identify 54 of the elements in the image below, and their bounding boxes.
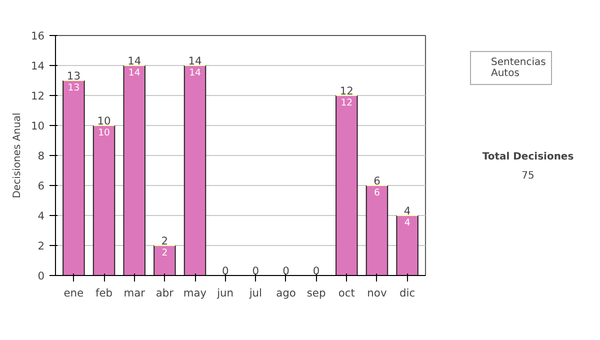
y-tick-label: 6	[38, 180, 45, 192]
total-label: 0	[312, 264, 320, 278]
total-label: 6	[374, 174, 381, 188]
y-tick-label: 16	[30, 30, 45, 42]
x-tick-label: nov	[367, 286, 387, 300]
x-tick-label: oct	[338, 286, 355, 300]
bar	[396, 215, 418, 276]
bar	[92, 125, 116, 276]
x-tick-label: ene	[64, 286, 84, 300]
text: 75	[522, 170, 534, 182]
x-tick-label: may	[183, 286, 207, 300]
y-tick-label: 8	[38, 150, 45, 162]
data-label: 2	[162, 248, 168, 258]
text: Sentencias	[491, 57, 546, 68]
text: Autos	[491, 68, 520, 79]
bar	[336, 95, 358, 276]
x-tick-label: jul	[248, 286, 262, 300]
data-label: 4	[404, 218, 410, 228]
total-label: 10	[97, 114, 112, 128]
text: Total Decisiones	[482, 152, 574, 163]
bar	[123, 65, 146, 276]
total-label: 13	[66, 70, 80, 82]
x-tick-label: feb	[95, 286, 113, 300]
x-tick-label: sep	[306, 286, 326, 300]
y-tick-label: 10	[30, 120, 45, 132]
total-label: 0	[222, 264, 229, 278]
data-label: 14	[189, 68, 202, 78]
data-label: 13	[68, 82, 80, 94]
total-label: 4	[404, 204, 411, 218]
data-label: 12	[340, 98, 353, 108]
y-tick-label: 0	[38, 270, 45, 282]
total-label: 0	[282, 264, 290, 278]
x-tick-label: jun	[216, 286, 234, 300]
data-label: 10	[98, 128, 110, 138]
x-tick-label: dic	[400, 286, 416, 300]
total-label: 0	[252, 264, 260, 278]
total-label: 14	[188, 54, 202, 68]
total-label: 14	[128, 54, 142, 68]
y-tick-label: 12	[30, 90, 45, 102]
total-label: 2	[161, 234, 168, 248]
x-tick-label: abr	[156, 286, 174, 300]
total-label: 12	[340, 84, 354, 98]
x-tick-label: ago	[276, 286, 296, 300]
y-tick-label: 4	[38, 210, 45, 222]
bar	[366, 185, 388, 276]
y-axis-title: Decisiones Anual	[12, 112, 23, 198]
y-tick-label: 2	[38, 240, 44, 252]
x-tick-label: mar	[124, 286, 146, 300]
data-label: 6	[374, 188, 380, 198]
bar	[184, 65, 206, 276]
bar	[62, 80, 85, 276]
y-tick-label: 14	[30, 60, 45, 72]
data-label: 14	[128, 68, 140, 78]
bar	[154, 245, 176, 276]
